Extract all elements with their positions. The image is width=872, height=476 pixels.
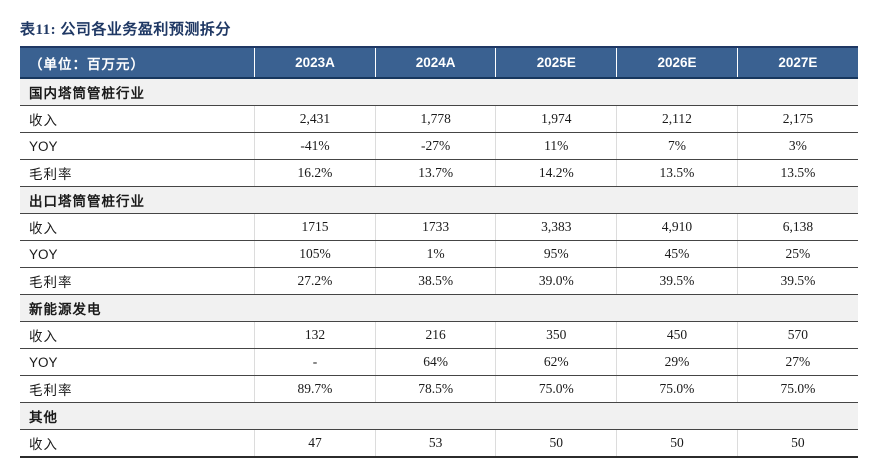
data-row: YOY -64% 62% 29% 27%	[20, 348, 858, 376]
header-unit-cell: （单位：百万元）	[20, 47, 255, 79]
header-col-2027e: 2027E	[736, 47, 858, 79]
data-row: 毛利率 89.7% 78.5% 75.0% 75.0% 75.0%	[20, 375, 858, 403]
data-row: 收入 132 216 350 450 570	[20, 321, 858, 349]
cell-value: 1%	[374, 240, 496, 268]
cell-value: 64%	[374, 348, 496, 376]
cell-value: 3,383	[495, 213, 617, 241]
cell-value: 13.5%	[736, 159, 858, 187]
cell-value: 27%	[736, 348, 858, 376]
cell-value: 1715	[254, 213, 376, 241]
cell-value: 105%	[254, 240, 376, 268]
row-label: 毛利率	[20, 159, 255, 187]
header-col-2024a: 2024A	[374, 47, 496, 79]
cell-value: 53	[374, 429, 496, 458]
row-label: YOY	[20, 240, 255, 268]
cell-value: 6,138	[736, 213, 858, 241]
table-title: 表11: 公司各业务盈利预测拆分	[20, 22, 231, 38]
row-label: 收入	[20, 105, 255, 133]
cell-value: 16.2%	[254, 159, 376, 187]
cell-value: 47	[254, 429, 376, 458]
cell-value: 50	[616, 429, 738, 458]
header-col-2025e: 2025E	[495, 47, 617, 79]
report-table-block: 表11: 公司各业务盈利预测拆分 （单位：百万元） 2023A 2024A 20…	[20, 22, 858, 458]
cell-value: 11%	[495, 132, 617, 160]
cell-value: 45%	[616, 240, 738, 268]
cell-value: 50	[495, 429, 617, 458]
cell-value: 39.5%	[736, 267, 858, 295]
cell-value: 75.0%	[736, 375, 858, 403]
section-row: 其他	[20, 402, 858, 430]
cell-value: 39.0%	[495, 267, 617, 295]
cell-value: 39.5%	[616, 267, 738, 295]
cell-value: -	[254, 348, 376, 376]
header-col-2026e: 2026E	[616, 47, 738, 79]
row-label: 毛利率	[20, 267, 255, 295]
row-label: 毛利率	[20, 375, 255, 403]
section-label: 其他	[20, 402, 858, 430]
cell-value: 50	[736, 429, 858, 458]
section-row: 国内塔筒管桩行业	[20, 78, 858, 106]
table-body: 国内塔筒管桩行业 收入 2,431 1,778 1,974 2,112 2,175 YOY -4…	[20, 78, 858, 458]
section-label: 出口塔筒管桩行业	[20, 186, 858, 214]
data-row: YOY 105% 1% 95% 45% 25%	[20, 240, 858, 268]
cell-value: 13.5%	[616, 159, 738, 187]
cell-value: 38.5%	[374, 267, 496, 295]
cell-value: 1,974	[495, 105, 617, 133]
profit-forecast-table: （单位：百万元） 2023A 2024A 2025E 2026E 2027E 国…	[20, 46, 858, 458]
section-label: 国内塔筒管桩行业	[20, 78, 858, 106]
cell-value: 450	[616, 321, 738, 349]
row-label: 收入	[20, 321, 255, 349]
cell-value: 132	[254, 321, 376, 349]
data-row: 收入 1715 1733 3,383 4,910 6,138	[20, 213, 858, 241]
table-header: （单位：百万元） 2023A 2024A 2025E 2026E 2027E	[20, 47, 858, 79]
row-label: 收入	[20, 213, 255, 241]
cell-value: 75.0%	[616, 375, 738, 403]
cell-value: 1,778	[374, 105, 496, 133]
cell-value: 95%	[495, 240, 617, 268]
cell-value: 350	[495, 321, 617, 349]
cell-value: 2,431	[254, 105, 376, 133]
row-label: YOY	[20, 348, 255, 376]
header-row: （单位：百万元） 2023A 2024A 2025E 2026E 2027E	[20, 47, 858, 79]
data-row: YOY -41% -27% 11% 7% 3%	[20, 132, 858, 160]
cell-value: 1733	[374, 213, 496, 241]
data-row: 毛利率 16.2% 13.7% 14.2% 13.5% 13.5%	[20, 159, 858, 187]
cell-value: 89.7%	[254, 375, 376, 403]
section-row: 出口塔筒管桩行业	[20, 186, 858, 214]
data-row: 收入 47 53 50 50 50	[20, 429, 858, 458]
cell-value: 216	[374, 321, 496, 349]
cell-value: -41%	[254, 132, 376, 160]
section-row: 新能源发电	[20, 294, 858, 322]
data-row: 毛利率 27.2% 38.5% 39.0% 39.5% 39.5%	[20, 267, 858, 295]
data-row: 收入 2,431 1,778 1,974 2,112 2,175	[20, 105, 858, 133]
cell-value: 13.7%	[374, 159, 496, 187]
cell-value: 2,175	[736, 105, 858, 133]
cell-value: 62%	[495, 348, 617, 376]
cell-value: 4,910	[616, 213, 738, 241]
cell-value: 3%	[736, 132, 858, 160]
cell-value: -27%	[374, 132, 496, 160]
row-label: YOY	[20, 132, 255, 160]
cell-value: 7%	[616, 132, 738, 160]
cell-value: 27.2%	[254, 267, 376, 295]
cell-value: 2,112	[616, 105, 738, 133]
cell-value: 570	[736, 321, 858, 349]
cell-value: 78.5%	[374, 375, 496, 403]
cell-value: 29%	[616, 348, 738, 376]
cell-value: 25%	[736, 240, 858, 268]
cell-value: 75.0%	[495, 375, 617, 403]
row-label: 收入	[20, 429, 255, 458]
header-col-2023a: 2023A	[254, 47, 376, 79]
cell-value: 14.2%	[495, 159, 617, 187]
section-label: 新能源发电	[20, 294, 858, 322]
